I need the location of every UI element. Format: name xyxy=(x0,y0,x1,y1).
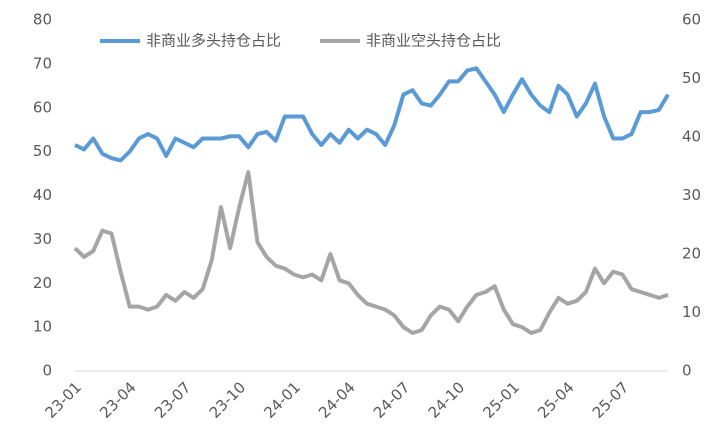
x-tick-label: 23-04 xyxy=(96,378,140,422)
y-tick-label: 50 xyxy=(33,142,52,160)
y-tick-label: 40 xyxy=(33,186,52,204)
x-tick-label: 23-07 xyxy=(151,378,195,422)
legend-label: 非商业空头持仓占比 xyxy=(366,32,501,50)
y2-tick-label: 40 xyxy=(682,128,701,146)
x-tick-label: 23-01 xyxy=(41,378,85,422)
y-tick-label: 10 xyxy=(33,318,52,336)
x-tick-label: 24-10 xyxy=(425,378,469,422)
x-tick-label: 23-10 xyxy=(206,378,250,422)
y2-tick-label: 0 xyxy=(682,362,692,380)
x-tick-label: 24-07 xyxy=(370,378,414,422)
legend-label: 非商业多头持仓占比 xyxy=(146,32,281,50)
y2-tick-label: 20 xyxy=(682,245,701,263)
x-tick-label: 25-04 xyxy=(534,378,578,422)
y-tick-label: 30 xyxy=(33,230,52,248)
series-line xyxy=(74,66,670,163)
y2-tick-label: 10 xyxy=(682,303,701,321)
y-tick-label: 70 xyxy=(33,54,52,72)
y-tick-label: 0 xyxy=(42,362,52,380)
series-line xyxy=(73,170,669,335)
y-tick-label: 80 xyxy=(33,11,52,29)
x-tick-label: 24-04 xyxy=(315,378,359,422)
y-tick-label: 20 xyxy=(33,274,52,292)
y2-tick-label: 50 xyxy=(682,69,701,87)
x-tick-label: 25-01 xyxy=(479,378,523,422)
y-tick-label: 60 xyxy=(33,98,52,116)
y2-tick-label: 60 xyxy=(682,11,701,29)
y2-tick-label: 30 xyxy=(682,186,701,204)
x-tick-label: 25-07 xyxy=(589,378,633,422)
x-tick-label: 24-01 xyxy=(260,378,304,422)
